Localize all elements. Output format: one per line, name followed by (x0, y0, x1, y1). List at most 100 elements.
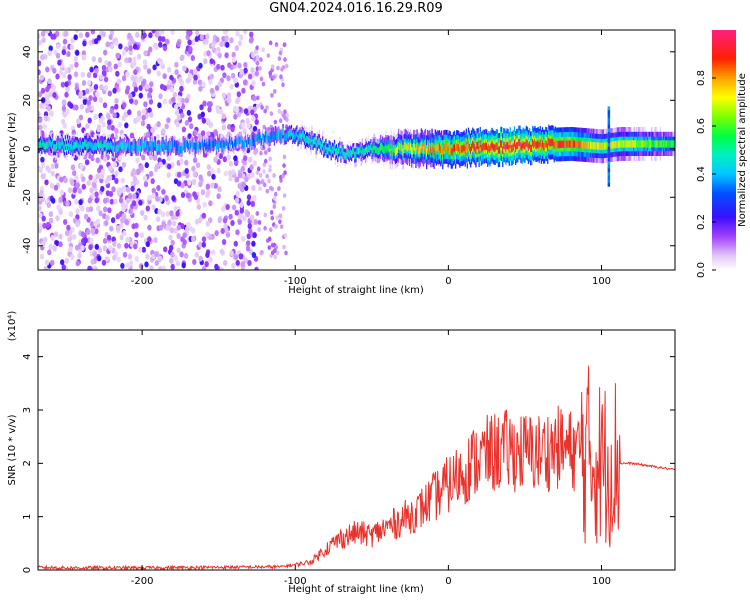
spectrogram-cell (195, 30, 200, 37)
spectrogram-cell (164, 142, 166, 150)
spectrogram-cell (120, 177, 126, 184)
spectrogram-cell (131, 200, 137, 207)
spectrogram-cell (256, 134, 258, 142)
spectrogram-cell (69, 102, 74, 109)
spectrogram-cell (442, 148, 444, 156)
spectrogram-cell (92, 251, 98, 258)
spectrogram-cell (143, 101, 148, 108)
spectrogram-cell (86, 179, 91, 186)
spectrogram-cell (80, 144, 83, 152)
spectrogram-cell (501, 140, 503, 148)
spectrogram-cell (39, 141, 41, 150)
spectrogram-cell (406, 144, 408, 152)
spectrogram-cell (360, 150, 362, 158)
spectrogram-cell (226, 75, 231, 82)
spectrogram-cell (192, 141, 194, 149)
spectrogram-cell (582, 141, 584, 149)
spectrogram-cell (220, 228, 225, 234)
spectrogram-cell (603, 142, 606, 150)
spectrogram-cell (230, 72, 236, 79)
spectrogram-cell (255, 170, 260, 176)
spectrogram-cell (630, 140, 632, 148)
spectrogram-cell (127, 253, 133, 260)
spectrogram-cell (283, 109, 287, 115)
spectrogram-cell (327, 147, 329, 155)
spectrogram-cell (274, 42, 279, 47)
spectrogram-cell (98, 140, 100, 148)
colorbar-ticks: 0.0 0.2 0.4 0.6 0.8 (696, 70, 716, 278)
spectrogram-cell (74, 244, 80, 251)
spectrogram-cell (216, 167, 221, 174)
spectrogram-cell (323, 146, 325, 154)
spectrogram-cell (38, 195, 43, 202)
spectrogram-cell (154, 260, 159, 266)
spectrogram-cell (68, 143, 70, 151)
spectrogram-cell (576, 140, 578, 148)
spectrogram-cell (60, 81, 66, 88)
spectrogram-cell (465, 142, 467, 150)
spectrogram-cell (346, 148, 348, 156)
spectrogram-cell (650, 140, 652, 148)
spectrogram-cell (157, 102, 162, 109)
spectrogram-cell (187, 179, 192, 186)
spectrogram-cell (329, 145, 331, 153)
spectrogram-cell (205, 117, 210, 124)
spectrogram-cell (79, 141, 82, 149)
spectrogram-cell (77, 252, 82, 259)
spectrogram-cell (109, 141, 112, 149)
spectrogram-cell (107, 90, 113, 97)
spectrogram-cell (519, 138, 521, 147)
spectrogram-cell (125, 186, 131, 193)
spectrogram-cell (94, 142, 97, 150)
spectrogram-cell (160, 145, 162, 153)
spectrogram-cell (313, 136, 315, 145)
spectrogram-cell (266, 53, 271, 58)
spectrogram-cell (493, 144, 495, 152)
spectrogram-cell (55, 144, 57, 152)
spectrogram-cell (179, 251, 184, 258)
spectrogram-cell (455, 148, 457, 156)
y-tick-label: 20 (22, 94, 33, 107)
spectrogram-cell (52, 67, 57, 74)
spectrogram-cell (207, 106, 212, 113)
spectrogram-cell (568, 140, 570, 148)
spectrogram-cell (148, 144, 150, 152)
spectrogram-cell (473, 142, 475, 150)
spectrogram-cell (174, 103, 179, 110)
spectrogram-cell (624, 140, 626, 148)
spectrogram-cell (619, 140, 621, 148)
spectrogram-cell (185, 140, 188, 148)
spectrogram-cell (100, 168, 106, 175)
spectrogram-cell (67, 236, 72, 243)
spectrogram-cell (161, 36, 166, 43)
spectrogram-cell (165, 225, 170, 231)
spectrogram-cell (59, 189, 65, 196)
spectrogram-cell (342, 148, 344, 156)
spectrogram-cell (445, 143, 447, 151)
spectrogram-cell (283, 233, 288, 238)
spectrogram-cell (74, 175, 79, 181)
spectrogram-cell (239, 68, 244, 75)
spectrogram-cell (128, 208, 133, 215)
spectrogram-cell (47, 167, 52, 174)
spectrogram-cell (355, 151, 357, 159)
spectrogram-cell (158, 161, 163, 168)
spectrogram-cell (70, 144, 72, 152)
spectrogram-cell (265, 130, 267, 139)
spectrogram-cell (253, 219, 258, 225)
spectrogram-cell (74, 61, 79, 68)
spectrogram-cell (101, 64, 107, 71)
spectrogram-cell (230, 220, 235, 226)
spectrogram-cell (268, 135, 270, 144)
spectrogram-cell (100, 185, 105, 192)
spectrogram-cell (45, 141, 47, 149)
spectrogram-cell (150, 178, 155, 185)
spectrogram-cell (284, 250, 288, 256)
spectrogram-cell (53, 231, 59, 238)
spectrogram-cell (260, 138, 263, 146)
spectrogram-cell (262, 169, 266, 174)
spectrogram-cell (164, 123, 169, 130)
spectrogram-cell (237, 183, 242, 189)
spectrogram-cell (595, 142, 597, 150)
